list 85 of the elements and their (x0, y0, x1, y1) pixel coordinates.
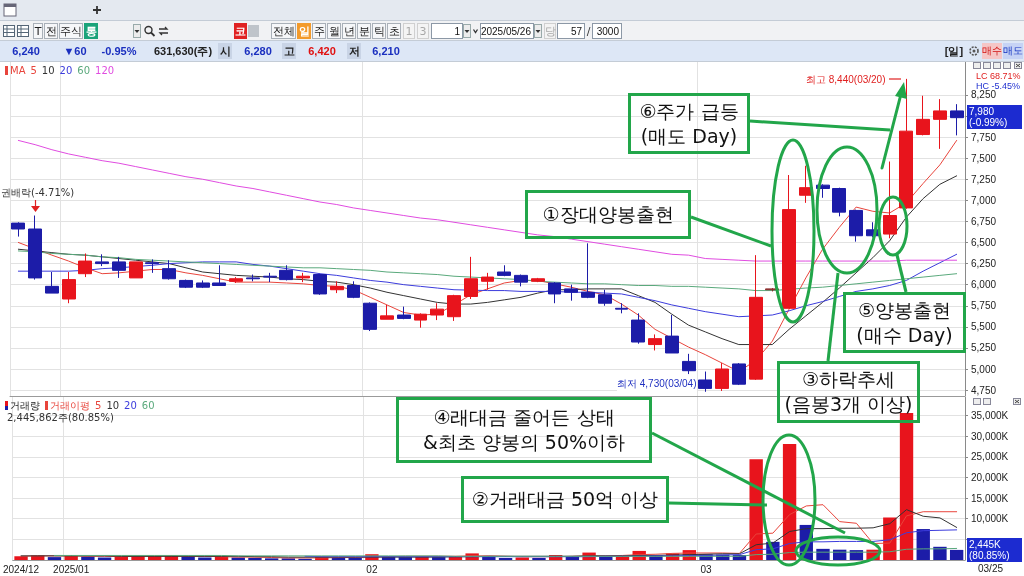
y-tick-label: 7,250 (971, 173, 997, 185)
text: 3000 (592, 23, 622, 39)
text: -0.95% (100, 44, 138, 59)
text: 분 (357, 23, 371, 39)
y-tick-label: 6,250 (971, 258, 997, 270)
text: 10 (106, 400, 120, 411)
legend-title: MA (10, 65, 26, 76)
text: 6,210 (371, 44, 401, 59)
text: 631,630(주) (152, 43, 214, 59)
y-tick-label: 5,250 (971, 342, 997, 354)
text: 5 (95, 400, 102, 411)
text: 60 (141, 400, 155, 411)
y-tick-label: 30,000K (971, 430, 1009, 442)
y-tick-label: 10,000K (971, 513, 1009, 525)
y-tick-label: 15,000K (971, 492, 1009, 504)
annotation: ①장대양봉출현 (525, 190, 691, 239)
text: 틱 (372, 23, 386, 39)
x-tick-label: 02 (366, 563, 378, 575)
text: 2025/05/26 (480, 23, 534, 39)
x-tick-label: 03 (700, 563, 713, 575)
text: LC 68.71% (976, 71, 1021, 81)
text: 주식 (59, 23, 83, 39)
text: 월 (327, 23, 341, 39)
text: 2,445K (80.85%) (967, 538, 1022, 562)
text: 주 (312, 23, 326, 39)
text: 전체 (271, 23, 296, 39)
y-tick-label: 35,000K (971, 410, 1009, 422)
text: 당 (544, 23, 556, 39)
text: 03/25 (978, 563, 1004, 574)
text: 1 (431, 23, 463, 39)
annotation: ⑤양봉출현 (매수 Day) (843, 292, 966, 353)
y-tick-label: 7,000 (971, 194, 997, 206)
y-tick-label: 4,750 (971, 384, 997, 396)
text: 코 (234, 23, 247, 39)
annotation: ④래대금 줄어든 상태 &최초 양봉의 50%이하 (396, 397, 652, 463)
y-tick-label: 6,500 (971, 236, 997, 248)
annotation: 권배락(-4.71%) (1, 186, 75, 200)
text: 매도 (1003, 43, 1023, 59)
y-tick-label: 20,000K (971, 471, 1009, 483)
text: 초 (387, 23, 401, 39)
y-tick-label: 5,000 (971, 363, 997, 375)
annotation: ③하락추세 (음봉3개 이상) (777, 361, 920, 423)
y-tick-label: 5,500 (971, 321, 997, 333)
y-tick-label: 8,250 (971, 89, 997, 101)
text: 시 (218, 43, 232, 59)
text: 전 (44, 23, 58, 39)
x-tick-label: 2024/12 (2, 563, 40, 575)
legend-label: 거래량 (10, 400, 40, 411)
legend-label: 5 (30, 65, 37, 76)
text: 60 (77, 65, 91, 76)
y-tick-label: 5,750 (971, 300, 997, 312)
text: 일 (297, 23, 311, 39)
text: 년 (342, 23, 356, 39)
text: 3 (417, 23, 429, 39)
x-tick-label: 2025/01 (53, 563, 90, 575)
text: 10 (41, 65, 55, 76)
text: / (586, 23, 591, 39)
text: 120 (95, 65, 115, 76)
y-tick-label: 7,750 (971, 131, 997, 143)
text: 57 (557, 23, 585, 39)
text: 고 (282, 43, 296, 59)
text: 저 (347, 43, 361, 59)
annotation: 2,445,862주(80.85%) (7, 411, 114, 425)
text: 6,280 (243, 44, 273, 59)
text: 1 (403, 23, 415, 39)
text: 6,420 (307, 44, 337, 59)
text: 매수 (982, 43, 1002, 59)
legend-title: 거래이평 (50, 400, 90, 411)
text: 7,980 (-0.99%) (967, 105, 1022, 129)
text: 6,240 (11, 44, 41, 59)
text: 20 (59, 65, 73, 76)
text: 통 (84, 23, 98, 39)
text: T (33, 23, 43, 39)
y-tick-label: 7,500 (971, 152, 997, 164)
annotation: ⑥주가 급등 (매도 Day) (628, 93, 750, 154)
annotation: 최저 4,730(03/04) (617, 377, 697, 391)
y-tick-label: 6,000 (971, 279, 997, 291)
y-tick-label: 25,000K (971, 451, 1009, 463)
y-tick-label: 6,750 (971, 215, 997, 227)
annotation: 최고 8,440(03/20) (806, 73, 886, 87)
text: [일] (943, 43, 965, 59)
text: 20 (124, 400, 137, 411)
text: ▼60 (62, 44, 88, 59)
text: HC -5.45% (976, 81, 1021, 91)
annotation: ②거래대금 50억 이상 (461, 476, 669, 523)
